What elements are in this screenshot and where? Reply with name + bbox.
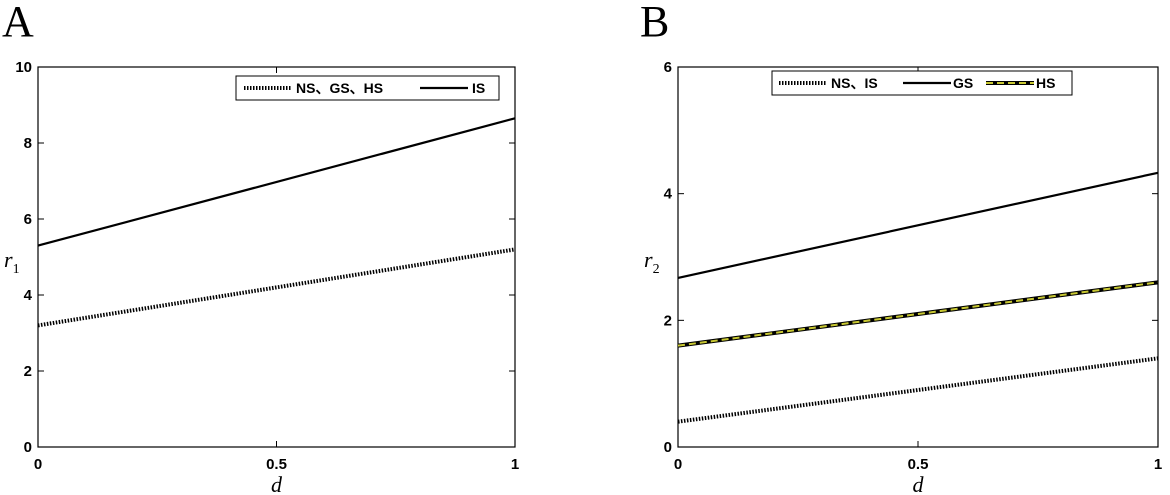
x-axis-label: d: [271, 472, 283, 495]
y-tick-label: 6: [24, 211, 32, 228]
plot-frame: [677, 66, 1159, 448]
x-tick-label: 1: [1154, 456, 1162, 473]
legend-label: NS、GS、HS: [296, 80, 383, 96]
x-tick-label: 1: [511, 456, 519, 473]
x-tick-label: 0: [674, 456, 682, 473]
legend: NS、GS、HS IS: [235, 75, 500, 101]
plot-frame: [37, 66, 516, 448]
x-axis-label: d: [913, 472, 925, 495]
series-line-0: [37, 247, 516, 328]
legend: NS、IS GS HS: [771, 70, 1073, 96]
y-tick-label: 10: [15, 59, 32, 76]
series-line-2-fill: [677, 281, 1159, 347]
series-line-0: [677, 356, 1159, 424]
y-axis-label: r1: [4, 247, 20, 277]
panel-letter: B: [640, 0, 669, 46]
y-tick-label: 6: [664, 59, 672, 76]
y-tick-label: 8: [24, 135, 32, 152]
chart-panel-b: B 0 2 4 6 0 0.5 1 d r2 NS、IS GS HS: [640, 0, 1162, 495]
series-line-2: [677, 280, 1159, 348]
legend-label: NS、IS: [831, 75, 878, 91]
legend-label: IS: [472, 80, 485, 96]
panel-letter: A: [2, 0, 34, 46]
y-tick-label: 0: [664, 439, 672, 456]
y-tick-label: 2: [24, 363, 32, 380]
legend-label: GS: [953, 75, 973, 91]
chart-panel-a: A 0 2 4 6 8 10 0 0.5 1 d r1 NS、GS、HS IS: [2, 0, 519, 495]
y-tick-label: 0: [24, 439, 32, 456]
legend-label: HS: [1036, 75, 1055, 91]
y-axis-label: r2: [644, 247, 660, 277]
y-tick-label: 4: [24, 287, 33, 304]
x-tick-label: 0: [34, 456, 42, 473]
y-tick-label: 2: [664, 312, 672, 329]
series-line-1: [677, 171, 1159, 279]
x-tick-label: 0.5: [266, 456, 287, 473]
x-tick-label: 0.5: [908, 456, 929, 473]
series-line-1: [37, 117, 516, 247]
y-tick-label: 4: [664, 186, 673, 203]
